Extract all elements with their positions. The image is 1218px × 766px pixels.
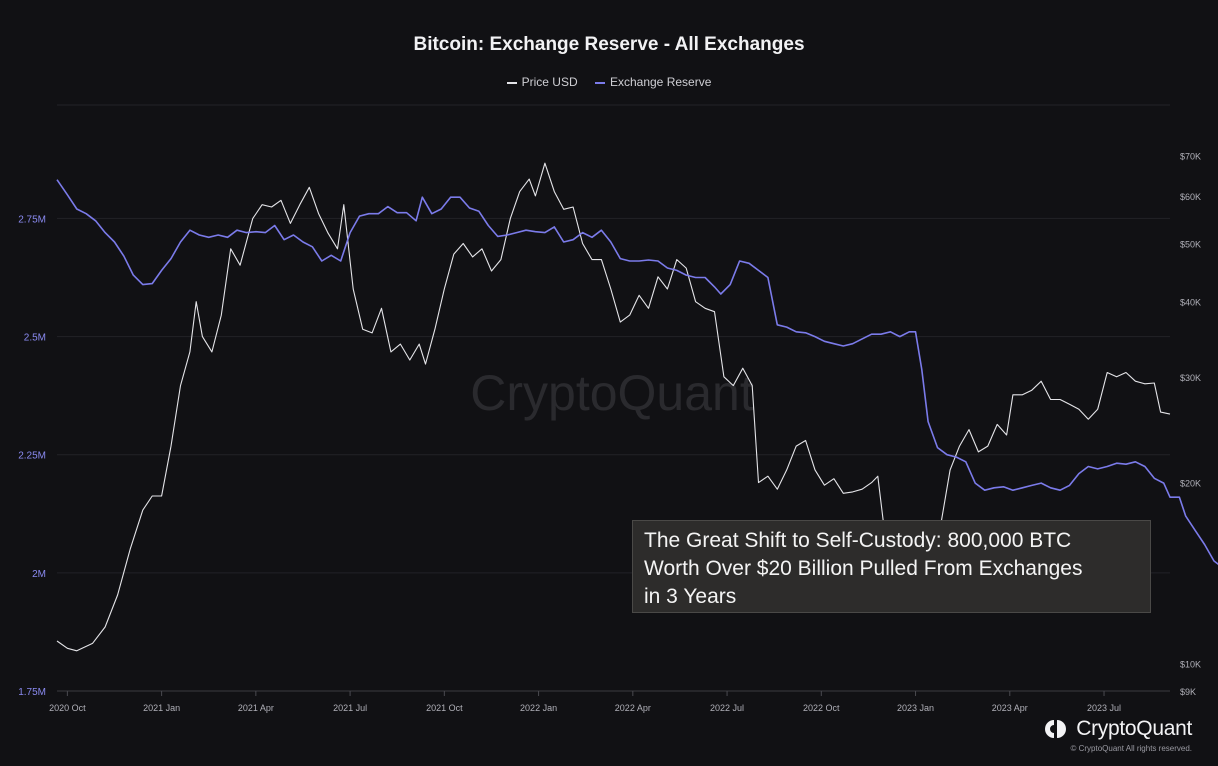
legend-item-exchange-reserve[interactable]: Exchange Reserve [594,75,712,89]
copyright: © CryptoQuant All rights reserved. [1070,744,1193,753]
x-axis-tick-label: 2021 Oct [426,703,463,713]
right-axis-tick-label: $70K [1180,152,1201,162]
x-axis-tick-label: 2022 Jan [520,703,557,713]
right-axis-tick-label: $40K [1180,298,1201,308]
x-axis-tick-label: 2022 Apr [615,703,651,713]
right-axis-tick-label: $10K [1180,660,1201,670]
left-axis-tick-label: 2M [32,569,46,580]
x-axis-tick-label: 2023 Apr [992,703,1028,713]
right-axis-tick-label: $30K [1180,373,1201,383]
brand-logo: CryptoQuant [1044,716,1192,742]
legend-label-exchange-reserve: Exchange Reserve [609,75,712,89]
right-axis-tick-label: $60K [1180,192,1201,202]
right-axis-tick-label: $50K [1180,239,1201,249]
right-axis-tick-label: $9K [1180,687,1196,697]
left-axis-tick-label: 2.25M [18,451,46,462]
right-axis: $9K $10K $20K $30K $40K $50K $60K $70K [1180,152,1201,697]
x-axis: 2020 Oct 2021 Jan 2021 Apr 2021 Jul 2021 Oct… [49,690,1170,713]
left-axis-tick-label: 2.5M [24,333,46,344]
x-axis-tick-label: 2023 Jan [897,703,934,713]
legend-label-price: Price USD [521,75,578,89]
series-layer [56,162,1218,652]
right-axis-tick-label: $20K [1180,479,1201,489]
exchange-reserve-line [56,179,1218,566]
legend: Price USD Exchange Reserve [0,75,1218,89]
left-axis: 1.75M 2M 2.25M 2.5M 2.75M [18,214,46,698]
legend-swatch-exchange-reserve [594,81,605,84]
legend-swatch-price [506,81,517,84]
callout-line: in 3 Years [644,585,737,608]
left-axis-tick-label: 1.75M [18,687,46,698]
x-axis-tick-label: 2023 Jul [1087,703,1121,713]
x-axis-tick-label: 2021 Apr [238,703,274,713]
x-axis-tick-label: 2020 Oct [49,703,86,713]
callout-box: The Great Shift to Self-Custody: 800,000… [632,520,1151,613]
cryptoquant-logo-icon [1045,720,1067,738]
x-axis-tick-label: 2021 Jul [333,703,367,713]
price-usd-line [56,162,1171,652]
legend-item-price[interactable]: Price USD [506,75,578,89]
brand-name: CryptoQuant [1076,717,1192,740]
x-axis-tick-label: 2022 Jul [710,703,744,713]
chart-title: Bitcoin: Exchange Reserve - All Exchange… [413,34,805,55]
callout-line: Worth Over $20 Billion Pulled From Excha… [644,557,1083,580]
watermark: CryptoQuant [470,365,754,421]
left-axis-tick-label: 2.75M [18,214,46,225]
x-axis-tick-label: 2021 Jan [143,703,180,713]
x-axis-tick-label: 2022 Oct [803,703,840,713]
callout-line: The Great Shift to Self-Custody: 800,000… [644,529,1072,552]
